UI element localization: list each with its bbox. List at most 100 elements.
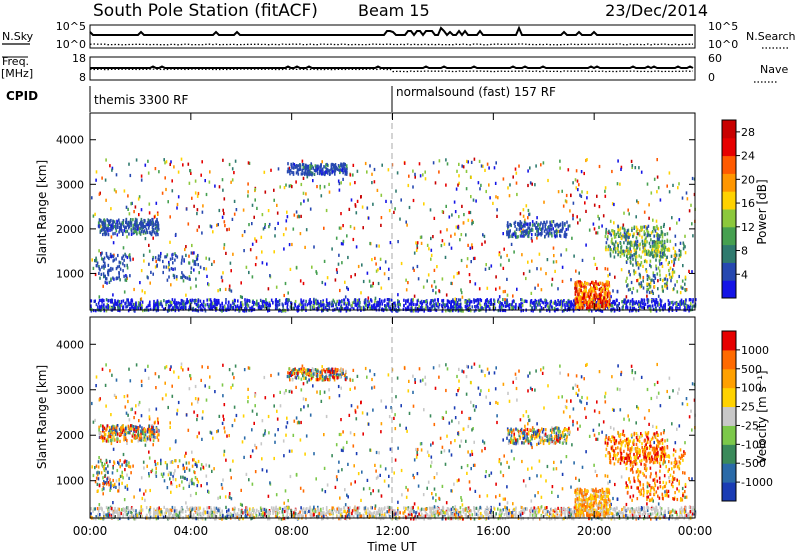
rti-cell [307, 199, 309, 202]
rti-cell [110, 278, 112, 281]
rti-cell [173, 165, 175, 168]
rti-cell [181, 158, 183, 161]
rti-cell [669, 190, 671, 193]
rti-cell [643, 276, 645, 279]
rti-cell [96, 170, 98, 173]
rti-cell [223, 247, 225, 250]
rti-cell [187, 300, 189, 303]
rti-cell [148, 227, 150, 230]
rti-cell [528, 231, 530, 234]
rti-cell [570, 194, 572, 197]
colorbar-swatch [722, 209, 736, 227]
rti-cell [581, 170, 583, 173]
rti-cell [463, 213, 465, 216]
rti-cell [664, 240, 666, 243]
rti-cell [589, 296, 591, 299]
rti-cell [626, 295, 628, 298]
rti-cell [311, 301, 313, 304]
rti-cell [604, 302, 606, 305]
rti-cell [262, 261, 264, 264]
rti-cell [630, 241, 632, 244]
rti-cell [664, 233, 666, 236]
rti-cell [155, 304, 157, 307]
rti-cell [278, 167, 280, 170]
rti-cell [300, 202, 302, 205]
rti-cell [332, 170, 334, 173]
rti-cell [622, 305, 624, 308]
rti-cell [607, 274, 609, 277]
rti-cell [303, 172, 305, 175]
rti-cell [665, 277, 667, 280]
rti-cell [284, 506, 286, 509]
nave-tick-bottom: 0 [708, 71, 715, 84]
rti-cell [644, 260, 646, 263]
rti-cell [217, 289, 219, 292]
rti-cell [413, 303, 415, 306]
rti-cell [112, 267, 114, 270]
rti-cell [305, 300, 307, 303]
rti-cell [519, 303, 521, 306]
rti-cell [409, 206, 411, 209]
rti-cell [103, 303, 105, 306]
rti-cell [296, 166, 298, 169]
rti-cell [238, 508, 240, 511]
rti-cell [667, 240, 669, 243]
rti-cell [380, 258, 382, 261]
rti-cell [658, 186, 660, 189]
rti-cell [127, 298, 129, 301]
rti-cell [595, 280, 597, 283]
rti-cell [559, 234, 561, 237]
rti-cell [225, 252, 227, 255]
rti-cell [150, 271, 152, 274]
rti-cell [323, 227, 325, 230]
rti-cell [121, 257, 123, 260]
rti-cell [585, 210, 587, 213]
rti-cell [634, 242, 636, 245]
rti-cell [233, 306, 235, 309]
rti-cell [678, 303, 680, 306]
rti-cell [365, 304, 367, 307]
rti-cell [175, 309, 177, 312]
rti-cell [148, 172, 150, 175]
rti-cell [347, 288, 349, 291]
rti-cell [376, 244, 378, 247]
rti-cell [667, 249, 669, 252]
rti-cell [521, 232, 523, 235]
rti-cell [579, 218, 581, 221]
rti-cell [511, 243, 513, 246]
rti-cell [662, 265, 664, 268]
rti-cell [126, 206, 128, 209]
rti-cell [209, 170, 211, 173]
rti-cell [121, 304, 123, 307]
rti-cell [322, 507, 324, 510]
rti-cell [674, 250, 676, 253]
rti-cell [111, 255, 113, 258]
rti-cell [243, 249, 245, 252]
rti-cell [675, 235, 677, 238]
rti-cell [680, 253, 682, 256]
rti-cell [617, 290, 619, 293]
rti-cell [385, 260, 387, 263]
rti-cell [313, 302, 315, 305]
rti-cell [642, 250, 644, 253]
rti-cell [141, 208, 143, 211]
rti-cell [560, 300, 562, 303]
power-frame [90, 113, 695, 310]
rti-cell [443, 299, 445, 302]
rti-cell [328, 183, 330, 186]
rti-cell [656, 242, 658, 245]
rti-cell [395, 190, 397, 193]
rti-cell [633, 287, 635, 290]
rti-cell [563, 205, 565, 208]
rti-cell [180, 515, 182, 518]
rti-cell [108, 233, 110, 236]
rti-cell [578, 296, 580, 299]
rti-cell [101, 273, 103, 276]
rti-cell [656, 190, 658, 193]
y-tick-label: 4000 [56, 134, 84, 147]
rti-cell [134, 230, 136, 233]
rti-cell [235, 160, 237, 163]
rti-cell [499, 286, 501, 289]
rti-cell [549, 232, 551, 235]
